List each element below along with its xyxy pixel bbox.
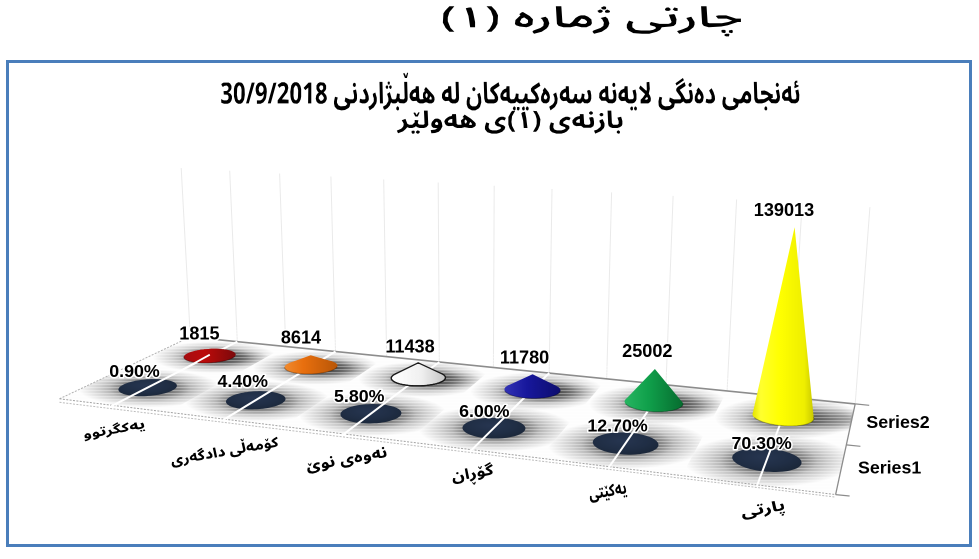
svg-text:8614: 8614	[281, 328, 321, 348]
svg-text:139013: 139013	[754, 200, 814, 220]
svg-text:0.90%: 0.90%	[109, 361, 160, 381]
svg-text:6.00%: 6.00%	[459, 401, 510, 421]
svg-text:70.30%: 70.30%	[731, 433, 791, 453]
svg-text:1815: 1815	[179, 324, 219, 344]
svg-text:12.70%: 12.70%	[587, 416, 647, 436]
svg-text:5.80%: 5.80%	[334, 386, 385, 406]
svg-text:Series2: Series2	[866, 412, 929, 432]
svg-text:4.40%: 4.40%	[217, 371, 268, 391]
svg-text:11438: 11438	[385, 337, 434, 357]
svg-text:11780: 11780	[500, 348, 549, 368]
svg-text:Series1: Series1	[858, 457, 921, 477]
svg-text:25002: 25002	[622, 341, 672, 361]
